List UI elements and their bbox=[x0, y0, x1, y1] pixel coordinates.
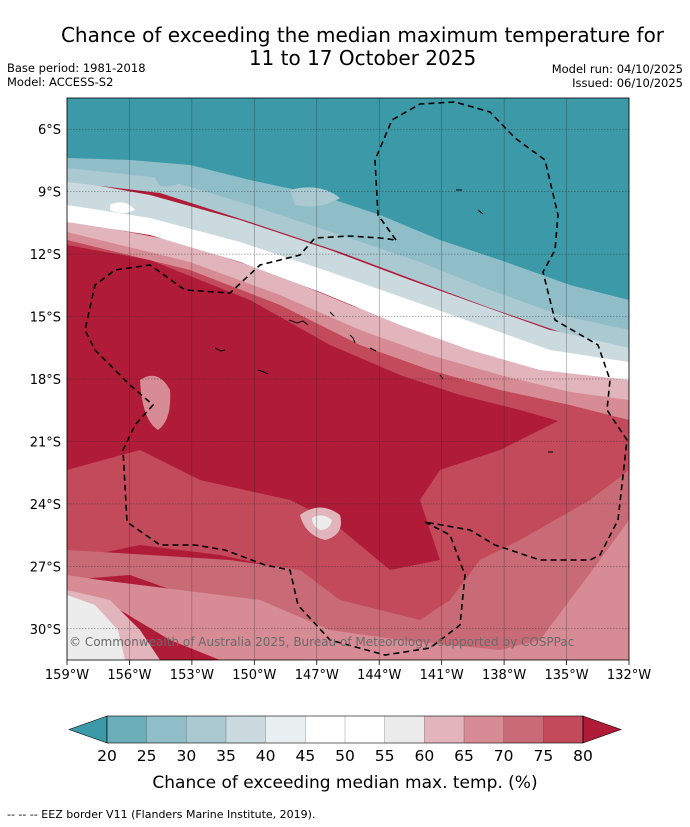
eez-border-south bbox=[84, 235, 466, 656]
colorbar-label: 60 bbox=[414, 747, 434, 765]
field-band-neutral bbox=[67, 195, 629, 380]
map-chart: 159°W 156°W 153°W 150°W 147°W 144°W 141°W 138°W… bbox=[30, 97, 651, 793]
colorbar-segment-20 bbox=[107, 716, 147, 743]
model-run: Model run: 04/10/2025 bbox=[551, 62, 683, 76]
lat-tick-labels: 6°S 9°S 12°S 15°S 18°S 21°S 24°S 27°S 30°S bbox=[30, 123, 61, 638]
lat-tick-label: 27°S bbox=[30, 560, 61, 575]
colorbar-segment-40 bbox=[265, 716, 306, 743]
field-band-70 bbox=[67, 470, 629, 660]
lat-tick-label: 30°S bbox=[30, 623, 61, 638]
eez-legend: -- -- -- EEZ border V11 (Flanders Marine… bbox=[7, 808, 316, 821]
colorbar-label: 75 bbox=[533, 747, 553, 765]
island-3 bbox=[349, 334, 356, 344]
map-frame bbox=[66, 97, 630, 661]
lat-tick-label: 6°S bbox=[38, 123, 61, 138]
lon-tick-label: 156°W bbox=[107, 668, 151, 683]
colorbar-label: 55 bbox=[375, 747, 395, 765]
lon-tick-label: 159°W bbox=[45, 668, 89, 683]
copyright-text: © Commonwealth of Australia 2025, Bureau… bbox=[69, 635, 574, 649]
colorbar-segment-65 bbox=[464, 716, 504, 743]
chart-title: Chance of exceeding the median maximum t… bbox=[40, 24, 685, 70]
island-5 bbox=[257, 369, 269, 375]
colorbar-segment-60 bbox=[424, 716, 464, 743]
lon-tick-labels: 159°W 156°W 153°W 150°W 147°W 144°W 141°W 138°W… bbox=[45, 668, 651, 683]
island-2 bbox=[329, 311, 335, 317]
field-band-east-75 bbox=[67, 230, 629, 460]
lon-tick-label: 144°W bbox=[357, 668, 401, 683]
colorbar-segment-45 bbox=[305, 716, 345, 743]
island-7 bbox=[477, 209, 484, 215]
lon-tick-label: 150°W bbox=[232, 668, 276, 683]
colorbar-label: 30 bbox=[176, 747, 196, 765]
lon-tick-label: 138°W bbox=[482, 668, 526, 683]
colorbar-label: 65 bbox=[454, 747, 474, 765]
colorbar-segment-70 bbox=[503, 716, 544, 743]
colorbar-segment-35 bbox=[226, 716, 266, 743]
lat-tick-label: 21°S bbox=[30, 435, 61, 450]
meta-right: Model run: 04/10/2025 Issued: 06/10/2025 bbox=[552, 62, 683, 90]
lon-tick-label: 132°W bbox=[607, 668, 651, 683]
island-1 bbox=[288, 319, 309, 326]
field-band-65 bbox=[67, 520, 629, 660]
colorbar-segment-55 bbox=[384, 716, 425, 743]
field-patch-cool-4 bbox=[150, 166, 190, 187]
colorbar-segment-50 bbox=[345, 716, 385, 743]
eez-border-northeast bbox=[374, 101, 628, 561]
base-period: Base period: 1981-2018 bbox=[7, 61, 146, 75]
lon-tick-label: 141°W bbox=[420, 668, 464, 683]
colorbar-segment-25 bbox=[146, 716, 187, 743]
island-8 bbox=[369, 347, 377, 352]
lon-tick-label: 135°W bbox=[544, 668, 588, 683]
issued-date: Issued: 06/10/2025 bbox=[572, 76, 683, 90]
colorbar-label: 25 bbox=[137, 747, 157, 765]
title-line-2: 11 to 17 October 2025 bbox=[248, 46, 477, 70]
field-patch-white bbox=[110, 202, 135, 213]
colorbar-label: 80 bbox=[573, 747, 593, 765]
lat-tick-label: 15°S bbox=[30, 311, 61, 326]
colorbar-label: 35 bbox=[216, 747, 236, 765]
lon-tick-label: 153°W bbox=[170, 668, 214, 683]
title-line-1: Chance of exceeding the median maximum t… bbox=[60, 23, 665, 47]
colorbar-label: 70 bbox=[494, 747, 514, 765]
field-patch-light bbox=[67, 595, 125, 660]
field-patch-cool-5 bbox=[290, 187, 340, 207]
colorbar-label: 45 bbox=[295, 747, 315, 765]
lat-tick-label: 9°S bbox=[38, 186, 61, 201]
field-patch-cool-3 bbox=[140, 375, 171, 430]
colorbar-extend-low bbox=[68, 715, 108, 744]
model-name: Model: ACCESS-S2 bbox=[7, 75, 114, 89]
lat-tick-label: 18°S bbox=[30, 373, 61, 388]
colorbar-segment-75 bbox=[543, 716, 583, 743]
colorbar-segment-30 bbox=[186, 716, 226, 743]
island-4 bbox=[214, 347, 226, 352]
colorbar-extend-high bbox=[582, 715, 622, 744]
lon-tick-label: 147°W bbox=[295, 668, 339, 683]
colorbar: 20 25 30 35 40 45 50 55 60 65 70 75 80 bbox=[68, 715, 622, 765]
eez-borders bbox=[84, 101, 628, 656]
colorbar-label: 40 bbox=[256, 747, 276, 765]
colorbar-label: 20 bbox=[97, 747, 117, 765]
colorbar-title: Chance of exceeding median max. temp. (%… bbox=[152, 773, 537, 793]
lat-tick-label: 24°S bbox=[30, 498, 61, 513]
field-band-20 bbox=[67, 98, 629, 300]
field-band-30 bbox=[67, 160, 629, 348]
colorbar-label: 50 bbox=[335, 747, 355, 765]
lat-tick-label: 12°S bbox=[30, 248, 61, 263]
meta-left: Base period: 1981-2018 Model: ACCESS-S2 bbox=[7, 61, 146, 89]
